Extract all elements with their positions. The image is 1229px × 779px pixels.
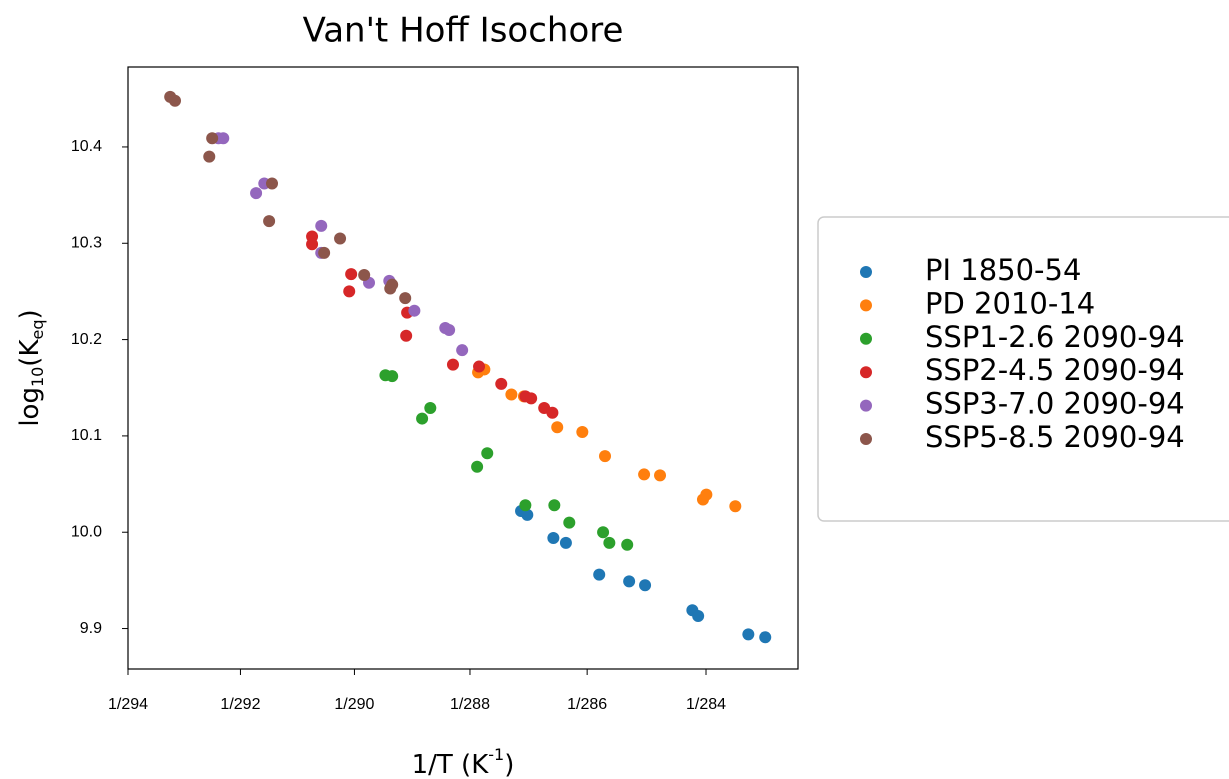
- x-tick-label: 1/294: [108, 696, 148, 713]
- y-tick-label: 10.4: [71, 138, 102, 155]
- x-axis-label-sup: -1: [488, 745, 504, 764]
- legend-marker: [860, 332, 872, 345]
- scatter-point: [742, 628, 755, 641]
- scatter-point: [345, 268, 358, 281]
- scatter-point: [481, 447, 494, 460]
- legend-label: PI 1850-54: [925, 253, 1081, 287]
- legend-marker: [860, 366, 872, 379]
- chart-title: Van't Hoff Isochore: [303, 11, 624, 51]
- scatter-point: [306, 238, 319, 251]
- y-tick-label: 10.3: [71, 234, 102, 251]
- scatter-point: [203, 150, 216, 163]
- scatter-point: [603, 536, 616, 549]
- scatter-point: [599, 450, 612, 463]
- scatter-point: [505, 388, 518, 401]
- y-axis-label-sub: 10: [28, 367, 47, 387]
- scatter-point: [548, 499, 561, 512]
- scatter-point: [473, 360, 486, 373]
- scatter-point: [315, 219, 328, 232]
- y-tick-label: 9.9: [80, 620, 102, 637]
- scatter-point: [343, 285, 356, 298]
- scatter-point: [547, 532, 560, 545]
- scatter-point: [692, 610, 705, 623]
- scatter-point: [386, 278, 399, 291]
- legend-label: SSP3-7.0 2090-94: [925, 387, 1185, 421]
- y-axis-label-part: ): [15, 309, 45, 319]
- scatter-point: [250, 187, 263, 200]
- scatter-point: [654, 469, 667, 482]
- x-axis-label-part: ): [504, 750, 514, 779]
- legend-label: SSP5-8.5 2090-94: [925, 420, 1185, 454]
- scatter-point: [729, 500, 742, 513]
- scatter-point: [443, 323, 456, 336]
- scatter-point: [593, 568, 606, 581]
- scatter-point: [546, 406, 559, 419]
- scatter-point: [334, 232, 347, 245]
- legend-box: [817, 216, 1229, 522]
- scatter-point: [424, 401, 437, 414]
- scatter-point: [217, 132, 230, 145]
- scatter-point: [206, 132, 219, 145]
- x-tick-label: 1/286: [567, 696, 607, 713]
- x-tick-label: 1/292: [220, 696, 260, 713]
- x-tick-label: 1/290: [334, 696, 374, 713]
- y-tick-label: 10.2: [71, 331, 102, 348]
- scatter-point: [266, 177, 279, 190]
- legend-label: SSP2-4.5 2090-94: [925, 353, 1185, 387]
- scatter-point: [623, 575, 636, 588]
- legend-marker: [860, 266, 872, 278]
- scatter-point: [639, 579, 652, 592]
- x-tick-label: 1/288: [450, 696, 490, 713]
- scatter-point: [263, 215, 276, 228]
- x-axis-label: 1/T (K-1): [412, 745, 515, 779]
- scatter-point: [386, 370, 399, 383]
- scatter-point: [521, 508, 534, 521]
- y-axis-label-part: (K: [15, 339, 45, 367]
- scatter-point: [318, 246, 331, 259]
- scatter-point: [597, 526, 610, 539]
- legend-marker: [860, 299, 872, 312]
- scatter-point: [456, 344, 469, 357]
- scatter-point: [399, 292, 412, 305]
- legend-label: SSP1-2.6 2090-94: [925, 320, 1185, 354]
- scatter-point: [559, 536, 572, 549]
- scatter-point: [416, 412, 429, 425]
- scatter-point: [169, 94, 182, 107]
- scatter-point: [495, 377, 508, 390]
- x-axis-label-part: 1/T (K: [412, 750, 490, 779]
- scatter-point: [638, 468, 651, 481]
- scatter-point: [759, 631, 772, 644]
- scatter-point: [563, 516, 576, 529]
- y-tick-label: 10.0: [71, 523, 102, 540]
- scatter-point: [525, 392, 538, 405]
- scatter-point: [471, 460, 484, 473]
- y-tick-label: 10.1: [71, 427, 102, 444]
- scatter-point: [621, 538, 634, 551]
- legend-marker: [860, 399, 872, 412]
- scatter-point: [358, 269, 371, 282]
- scatter-point: [700, 488, 713, 501]
- scatter-point: [519, 499, 532, 512]
- plot-frame: [127, 66, 799, 670]
- scatter-point: [408, 304, 421, 317]
- scatter-point: [446, 358, 459, 371]
- scatter-point: [551, 421, 564, 434]
- x-tick-label: 1/284: [686, 696, 726, 713]
- y-axis-label: log10(Keq): [15, 309, 47, 426]
- legend-marker: [860, 433, 872, 445]
- legend-label: PD 2010-14: [925, 286, 1095, 320]
- y-axis-label-part: log: [15, 387, 45, 427]
- scatter-point: [576, 426, 589, 439]
- scatter-point: [400, 329, 413, 342]
- y-axis-label-sub: eq: [28, 319, 47, 339]
